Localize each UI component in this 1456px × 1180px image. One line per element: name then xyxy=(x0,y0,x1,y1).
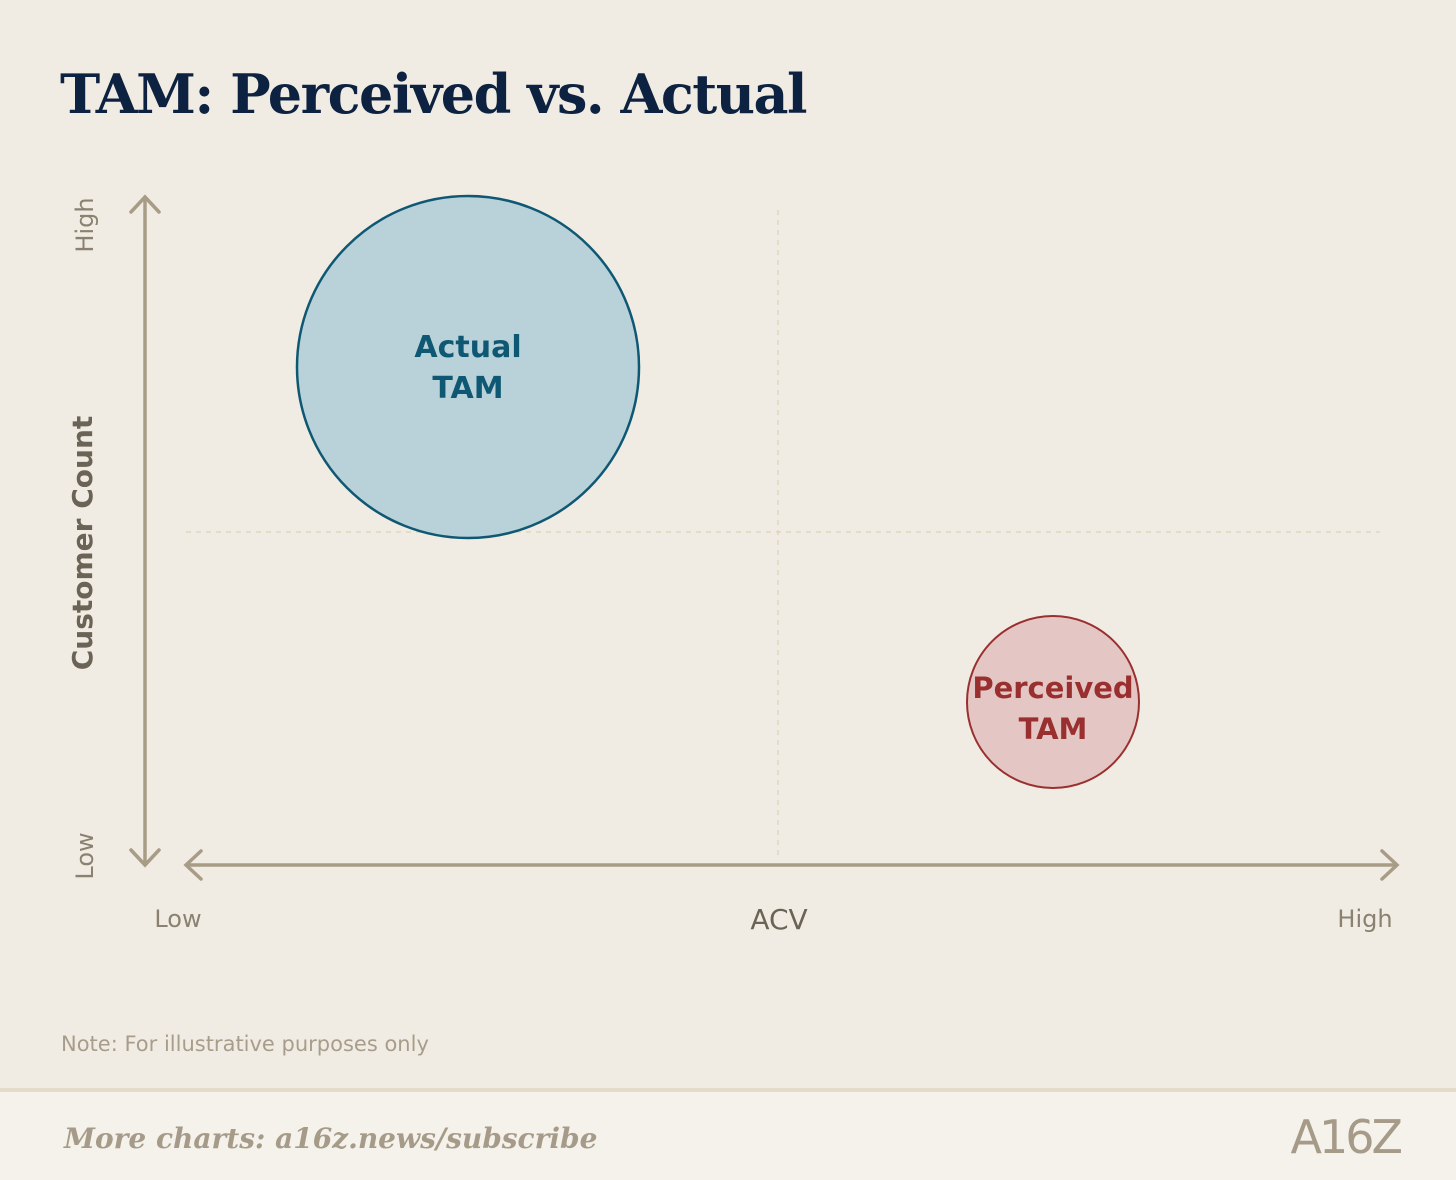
bubble-perceived-label-line1: Perceived xyxy=(972,671,1133,705)
x-tick-high: High xyxy=(1337,905,1392,933)
y-axis-label: Customer Count xyxy=(66,416,99,671)
y-axis-arrow xyxy=(129,194,161,868)
subscribe-link[interactable]: More charts: a16z.news/subscribe xyxy=(64,1122,598,1155)
bubble-perceived-tam xyxy=(966,615,1140,789)
bubble-actual-label-line2: TAM xyxy=(432,371,503,406)
x-tick-low: Low xyxy=(154,905,201,933)
y-tick-low: Low xyxy=(71,832,99,879)
chart-area: Actual TAM Perceived TAM Low ACV High Lo… xyxy=(66,194,1400,936)
bubble-actual-label-line1: Actual xyxy=(414,330,521,365)
x-axis-arrow xyxy=(183,849,1400,881)
x-axis-label: ACV xyxy=(750,903,807,936)
y-tick-high: High xyxy=(71,197,99,252)
footer: More charts: a16z.news/subscribe A16Z xyxy=(0,1088,1456,1180)
bubble-actual-tam xyxy=(295,194,641,540)
a16z-logo: A16Z xyxy=(1290,1110,1403,1164)
footnote: Note: For illustrative purposes only xyxy=(61,1032,429,1056)
chart-title: TAM: Perceived vs. Actual xyxy=(60,62,808,126)
bubble-perceived-label-line2: TAM xyxy=(1019,712,1088,746)
